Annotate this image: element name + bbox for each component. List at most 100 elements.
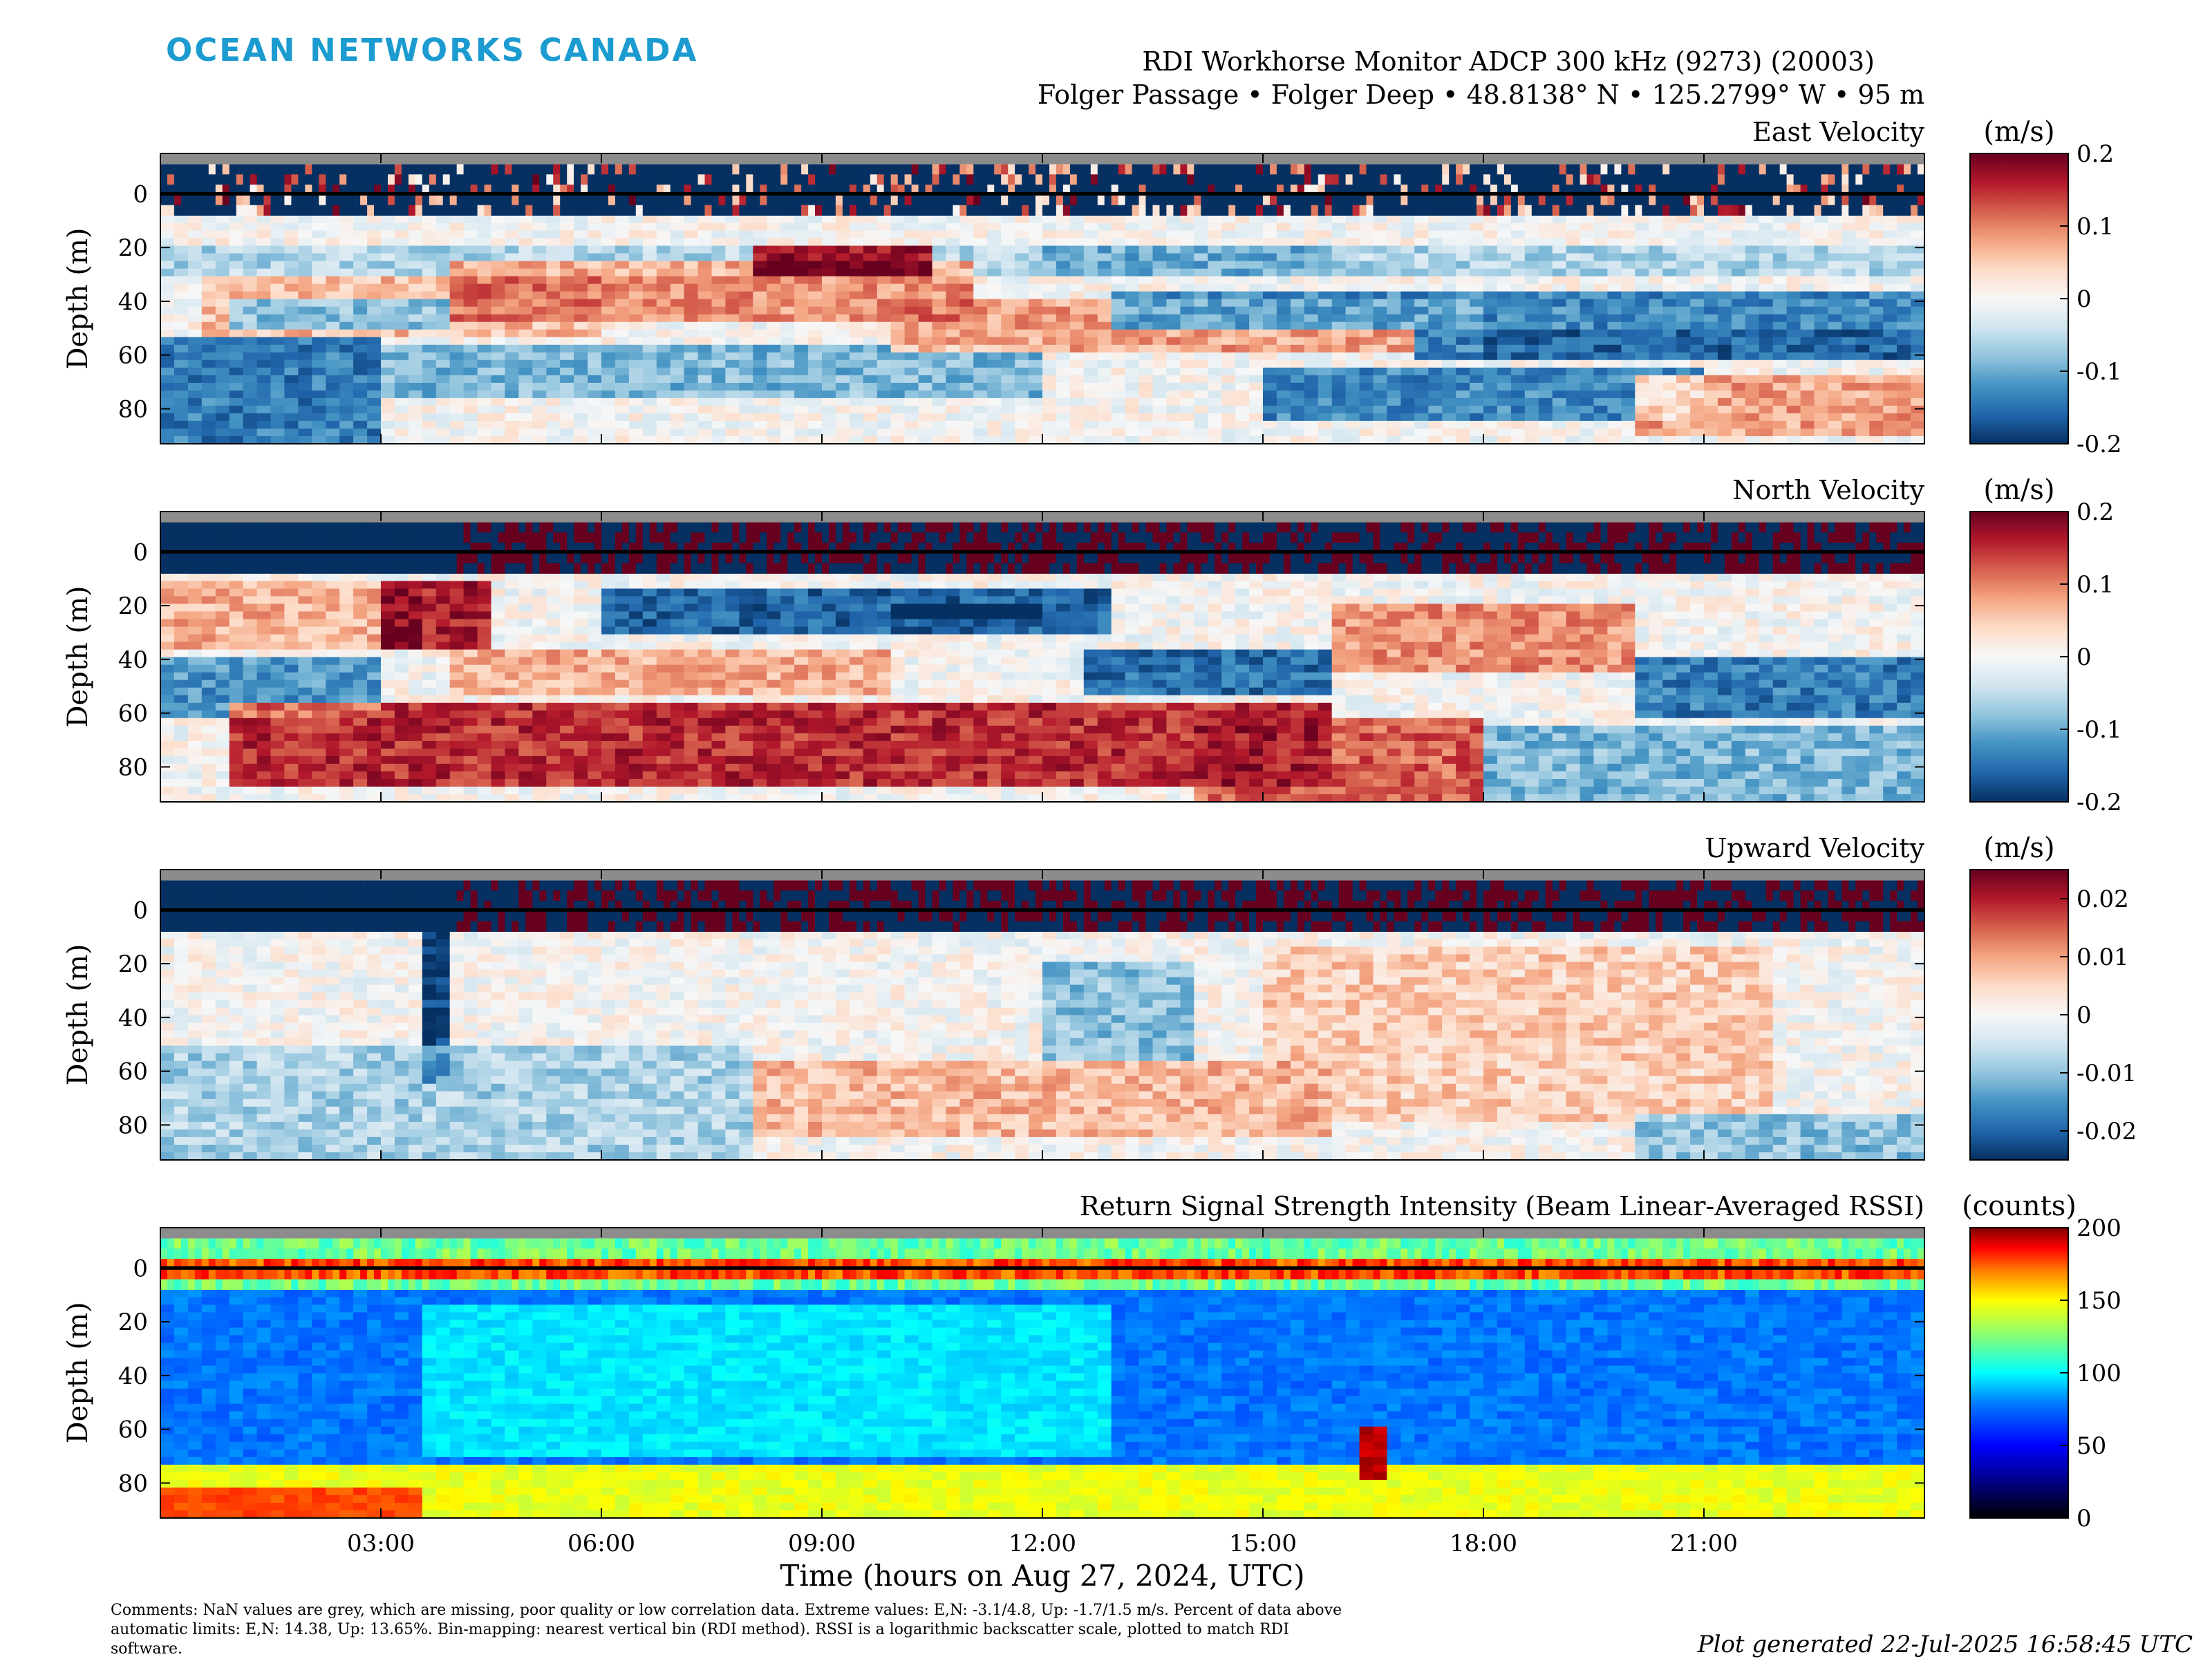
heatmap-cell (1511, 246, 1526, 254)
heatmap-cell (850, 345, 864, 353)
heatmap-cell (1098, 406, 1112, 414)
surface-cell (195, 195, 203, 205)
heatmap-cell (1249, 231, 1264, 239)
heatmap-cell (1525, 398, 1539, 406)
surface-cell (1621, 195, 1629, 205)
heatmap-cell (464, 215, 478, 223)
heatmap-cell (1566, 398, 1581, 406)
heatmap-cell (1855, 299, 1870, 308)
surface-cell (1504, 174, 1512, 185)
heatmap-cell (1346, 223, 1360, 232)
heatmap-cell (1635, 276, 1649, 285)
heatmap-cell (450, 254, 465, 262)
heatmap-cell (1112, 269, 1126, 277)
heatmap-cell (932, 406, 947, 414)
heatmap-cell (1098, 368, 1112, 376)
heatmap-cell (1166, 353, 1181, 361)
heatmap-cell (946, 215, 960, 223)
heatmap-cell (739, 360, 753, 368)
heatmap-cell (836, 246, 850, 254)
heatmap-cell (1400, 330, 1415, 338)
surface-cell (1601, 205, 1609, 216)
surface-cell (1725, 195, 1732, 205)
heatmap-cell (932, 276, 947, 285)
heatmap-cell (312, 269, 326, 277)
heatmap-cell (1318, 330, 1333, 338)
surface-cell (719, 174, 727, 185)
surface-cell (1414, 205, 1422, 216)
heatmap-cell (1400, 261, 1415, 270)
heatmap-cell (891, 368, 906, 376)
heatmap-cell (1098, 375, 1112, 384)
heatmap-cell (671, 284, 685, 292)
heatmap-cell (1869, 254, 1884, 262)
surface-cell (236, 174, 244, 185)
surface-cell (753, 195, 760, 205)
heatmap-cell (1787, 315, 1801, 323)
heatmap-cell (174, 315, 189, 323)
heatmap-cell (1566, 231, 1581, 239)
heatmap-cell (1235, 406, 1250, 414)
surface-cell (1594, 165, 1602, 175)
heatmap-cell (243, 429, 258, 437)
heatmap-cell (1332, 322, 1347, 330)
heatmap-cell (1869, 391, 1884, 399)
heatmap-cell (615, 406, 630, 414)
heatmap-cell (1649, 375, 1663, 384)
surface-cell (1553, 174, 1560, 185)
surface-cell (725, 195, 733, 205)
surface-cell (980, 205, 988, 216)
heatmap-cell (822, 360, 836, 368)
heatmap-cell (381, 337, 395, 346)
heatmap-cell (1718, 406, 1732, 414)
heatmap-cell (1801, 345, 1815, 353)
heatmap-cell (863, 353, 878, 361)
surface-cell (1256, 165, 1264, 175)
heatmap-cell (1525, 353, 1539, 361)
heatmap-cell (1745, 269, 1760, 277)
surface-cell (1325, 174, 1333, 185)
heatmap-cell (1787, 330, 1801, 338)
surface-cell (588, 165, 595, 175)
heatmap-cell (1428, 383, 1443, 391)
heatmap-cell (560, 299, 574, 308)
heatmap-cell (1291, 231, 1305, 239)
heatmap-cell (1125, 375, 1140, 384)
surface-cell (1559, 165, 1567, 175)
surface-cell (525, 165, 533, 175)
heatmap-cell (588, 292, 602, 300)
heatmap-cell (1704, 330, 1718, 338)
heatmap-cell (381, 398, 395, 406)
heatmap-cell (1539, 413, 1553, 422)
heatmap-cell (284, 383, 299, 391)
heatmap-cell (1497, 276, 1512, 285)
heatmap-cell (174, 322, 189, 330)
heatmap-cell (478, 254, 492, 262)
surface-cell (774, 174, 781, 185)
heatmap-cell (1635, 337, 1649, 346)
heatmap-cell (1374, 276, 1388, 285)
heatmap-cell (1042, 337, 1057, 346)
surface-cell (1649, 165, 1656, 175)
heatmap-cell (174, 269, 189, 277)
heatmap-cell (1263, 353, 1277, 361)
heatmap-cell (657, 398, 671, 406)
surface-cell (1263, 165, 1271, 175)
heatmap-cell (1732, 398, 1746, 406)
heatmap-cell (464, 345, 478, 353)
heatmap-cell (739, 231, 753, 239)
heatmap-cell (1815, 254, 1829, 262)
surface-cell (319, 205, 326, 216)
heatmap-cell (822, 307, 836, 315)
surface-cell (987, 205, 995, 216)
heatmap-cell (1759, 337, 1774, 346)
heatmap-cell (1787, 345, 1801, 353)
surface-cell (1304, 165, 1312, 175)
heatmap-cell (298, 330, 312, 338)
heatmap-cell (284, 391, 299, 399)
heatmap-cell (1497, 246, 1512, 254)
surface-cell (1112, 195, 1119, 205)
heatmap-cell (505, 406, 519, 414)
heatmap-cell (1153, 276, 1168, 285)
surface-cell (1580, 165, 1588, 175)
